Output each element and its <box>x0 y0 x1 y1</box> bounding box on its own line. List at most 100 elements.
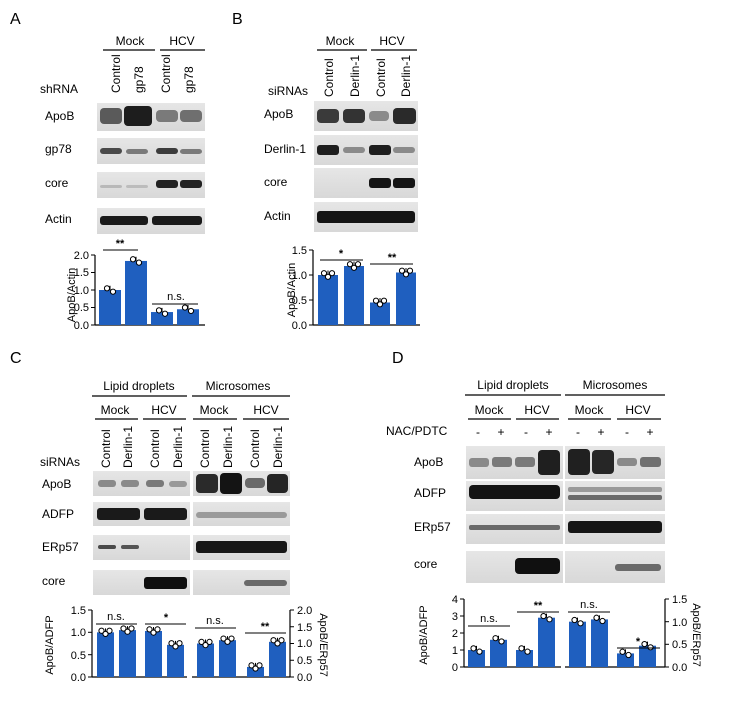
panel-c-lane-6: Derlin-1 <box>221 426 235 468</box>
panel-a-ylabel: ApoB/Actin <box>66 268 78 322</box>
bar-d-left-4 <box>538 617 555 667</box>
panel-d-ylabel-right: ApoB/ERp57 <box>690 603 702 667</box>
data-point-b-3-3 <box>380 297 388 304</box>
data-point-c-right-4-3 <box>278 637 285 644</box>
panel-b-lane-1: Control <box>322 58 336 97</box>
panel-d-tickl-2: 2 <box>452 628 458 640</box>
panel-d-blot-adfp <box>466 481 665 511</box>
panel-d-sig-2: ** <box>534 600 543 612</box>
panel-b-lane-2: Derlin-1 <box>348 55 362 97</box>
bar-d-right-1 <box>569 621 586 667</box>
panel-b: B Mock HCV siRNAs Control Derlin-1 Contr… <box>232 11 420 332</box>
panel-d-group-2: HCV <box>524 403 549 417</box>
data-point-c-left-2-2 <box>124 628 131 635</box>
panel-a-blot-label-gp78: gp78 <box>45 142 72 156</box>
panel-b-blot-label-actin: Actin <box>264 209 291 223</box>
data-point-c-right-2-3 <box>228 635 235 642</box>
data-point-b-4-2 <box>402 271 410 278</box>
panel-b-lane-3: Control <box>374 58 388 97</box>
data-point-b-4-1 <box>398 267 406 274</box>
panel-a-bars <box>99 256 199 325</box>
panel-c-lane-1: Control <box>99 429 113 468</box>
panel-a-sig-1: ** <box>116 238 125 250</box>
panel-a-tick-0: 0.0 <box>74 320 89 332</box>
panel-d-blot-label-apob: ApoB <box>414 455 443 469</box>
panel-d-tickr-3: 1.5 <box>672 594 687 606</box>
data-point-b-2-2 <box>350 264 358 271</box>
panel-c-section-microsomes: Microsomes <box>206 379 271 393</box>
bar-c-right-2 <box>219 640 236 677</box>
data-point-c-right-4-1 <box>270 637 277 644</box>
bar-d-right-2 <box>591 619 608 667</box>
data-point-a-2-1 <box>129 256 137 263</box>
panel-d-lane-8: + <box>646 425 653 439</box>
panel-b-lane-4: Derlin-1 <box>399 55 413 97</box>
data-point-d-right-2-2 <box>599 617 606 625</box>
panel-a: A Mock HCV shRNA Control gp78 Control gp… <box>10 11 205 332</box>
data-point-b-2-3 <box>354 261 362 268</box>
data-point-d-right-2-1 <box>593 614 600 621</box>
data-point-a-3-2 <box>161 310 169 317</box>
data-point-d-right-4-2 <box>647 644 654 651</box>
data-point-d-left-3-2 <box>524 648 531 655</box>
panel-d-blot-erp57 <box>466 514 665 544</box>
data-point-d-left-2-2 <box>498 638 505 645</box>
panel-b-tick-3: 1.5 <box>292 245 307 257</box>
panel-c-lane-7: Control <box>248 429 262 468</box>
panel-a-lane-3: Control <box>159 54 173 93</box>
panel-c-group-3: Mock <box>200 403 230 417</box>
panel-b-sirnas-label: siRNAs <box>268 84 308 98</box>
panel-d-group-1: Mock <box>475 403 505 417</box>
panel-c-sirnas-label: siRNAs <box>40 455 80 469</box>
panel-d-sig-3: n.s. <box>580 599 598 611</box>
panel-b-blot-label-apob: ApoB <box>264 107 293 121</box>
panel-a-blot-label-actin: Actin <box>45 212 72 226</box>
panel-b-tick-0: 0.0 <box>292 320 307 332</box>
panel-d-blot-label-core: core <box>414 557 438 571</box>
panel-b-sig-2: ** <box>388 252 397 264</box>
panel-d: D Lipid droplets Microsomes Mock HCV Moc… <box>386 350 702 674</box>
panel-d-group-4: HCV <box>625 403 650 417</box>
panel-a-shrna-label: shRNA <box>40 82 78 96</box>
data-point-b-1-2 <box>324 273 332 280</box>
data-point-c-right-1-1 <box>198 638 205 645</box>
panel-d-blot-label-adfp: ADFP <box>414 486 446 500</box>
panel-d-tickl-0: 0 <box>452 662 458 674</box>
panel-c-bars-left <box>97 625 184 677</box>
panel-b-group-hcv: HCV <box>379 34 404 48</box>
panel-c: C Lipid droplets Microsomes Mock HCV Moc… <box>10 350 329 684</box>
panel-c-tickr-4: 2.0 <box>297 605 312 617</box>
panel-d-ylabel-left: ApoB/ADFP <box>418 605 430 664</box>
panel-b-blot-apob <box>314 101 418 131</box>
bar-b-4 <box>396 272 416 325</box>
panel-c-lane-5: Control <box>198 429 212 468</box>
panel-c-group-1: Mock <box>101 403 131 417</box>
panel-d-blot-core <box>466 551 665 583</box>
data-point-a-2-2 <box>135 259 143 266</box>
bar-c-left-2 <box>119 630 136 677</box>
panel-c-tickl-3: 1.5 <box>71 605 86 617</box>
panel-a-tick-4: 2.0 <box>74 250 89 262</box>
data-point-a-4-1 <box>181 304 189 311</box>
panel-c-tickr-2: 1.0 <box>297 638 312 650</box>
data-point-c-left-4-3 <box>176 640 183 647</box>
bar-c-left-1 <box>97 632 114 677</box>
bar-a-2 <box>125 260 147 325</box>
bar-c-right-4 <box>269 641 286 677</box>
panel-c-tickr-3: 1.5 <box>297 622 312 634</box>
panel-a-chart: ApoB/Actin 0.0 0.5 1.0 1.5 2.0 ** n.s. <box>66 238 205 332</box>
data-point-c-left-4-1 <box>168 640 175 647</box>
panel-a-tick-1: 0.5 <box>74 302 89 314</box>
panel-a-blot-apob <box>97 103 205 131</box>
panel-b-ylabel: ApoB/Actin <box>286 263 298 317</box>
data-point-d-left-1-2 <box>476 648 483 655</box>
panel-c-lane-4: Derlin-1 <box>171 426 185 468</box>
panel-d-tickr-0: 0.0 <box>672 662 687 674</box>
data-point-d-left-3-1 <box>518 645 525 652</box>
panel-c-tickr-1: 0.5 <box>297 655 312 667</box>
panel-c-blot-label-apob: ApoB <box>42 477 71 491</box>
panel-c-tickl-1: 0.5 <box>71 650 86 662</box>
bar-c-left-4 <box>167 644 184 677</box>
panel-c-blot-label-erp57: ERp57 <box>42 540 79 554</box>
